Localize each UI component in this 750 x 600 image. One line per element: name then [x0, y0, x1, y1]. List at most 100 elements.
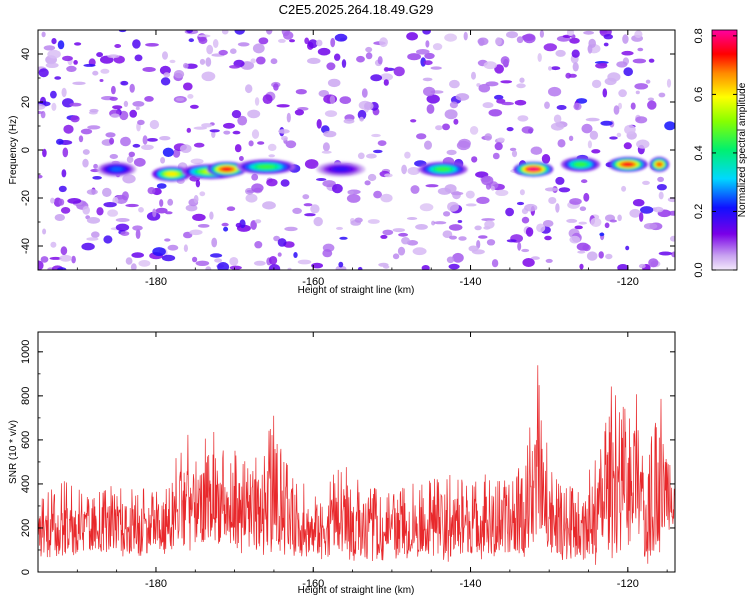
- noise-blob: [341, 59, 347, 68]
- noise-blob: [280, 179, 290, 187]
- noise-blob: [377, 140, 387, 147]
- noise-blob: [149, 119, 160, 130]
- noise-blob: [103, 202, 117, 208]
- noise-blob: [465, 190, 475, 199]
- noise-blob: [254, 241, 263, 249]
- snr-x-tick-label: -140: [460, 578, 482, 590]
- noise-blob: [302, 194, 310, 200]
- noise-blob: [634, 83, 649, 90]
- noise-blob: [234, 144, 242, 153]
- noise-blob: [295, 89, 307, 95]
- noise-blob: [92, 70, 99, 76]
- noise-blob: [278, 38, 286, 43]
- noise-blob: [304, 213, 316, 217]
- colorbar-tick-label: 0.0: [693, 262, 705, 277]
- noise-blob: [422, 30, 431, 35]
- noise-blob: [591, 79, 602, 89]
- noise-blob: [317, 47, 331, 56]
- noise-blob: [147, 187, 156, 195]
- noise-blob: [587, 44, 593, 54]
- noise-blob: [357, 266, 363, 270]
- signal-band-contour: [166, 172, 178, 176]
- noise-blob: [367, 219, 380, 224]
- noise-blob: [500, 80, 513, 84]
- noise-blob: [648, 258, 659, 268]
- noise-blob: [412, 247, 427, 256]
- noise-blob: [188, 38, 194, 43]
- noise-blob: [87, 125, 101, 130]
- noise-blob: [281, 136, 288, 141]
- noise-blob: [599, 232, 605, 237]
- noise-blob: [383, 265, 390, 269]
- noise-blob: [60, 207, 71, 214]
- noise-blob: [488, 109, 503, 117]
- noise-blob: [548, 197, 557, 204]
- noise-blob: [283, 31, 294, 40]
- noise-blob: [304, 159, 319, 169]
- snr-x-tick-label: -180: [145, 578, 167, 590]
- noise-blob: [308, 39, 318, 49]
- noise-blob: [419, 203, 434, 212]
- noise-blob: [125, 203, 139, 208]
- noise-blob: [322, 180, 336, 188]
- noise-blob: [430, 66, 442, 70]
- noise-blob: [51, 102, 57, 111]
- noise-blob: [568, 73, 577, 78]
- spectrogram-y-tick-label: -20: [20, 190, 32, 206]
- noise-blob: [142, 135, 148, 145]
- noise-blob: [198, 36, 208, 45]
- noise-blob: [339, 236, 348, 240]
- noise-blob: [91, 231, 100, 238]
- noise-blob: [517, 241, 522, 251]
- noise-blob: [354, 217, 363, 223]
- noise-blob: [455, 93, 470, 101]
- noise-blob: [160, 157, 166, 164]
- noise-blob: [269, 256, 278, 265]
- noise-blob: [365, 52, 373, 60]
- noise-blob: [205, 57, 212, 67]
- noise-blob: [401, 237, 410, 245]
- noise-blob: [63, 124, 74, 134]
- noise-blob: [293, 252, 298, 258]
- noise-blob: [483, 61, 497, 70]
- noise-blob: [476, 196, 490, 204]
- noise-blob: [449, 101, 458, 109]
- noise-blob: [229, 257, 239, 266]
- noise-blob: [542, 220, 554, 227]
- snr-y-tick-label: 400: [20, 475, 32, 493]
- noise-blob: [569, 198, 582, 205]
- noise-blob: [583, 30, 595, 35]
- noise-blob: [223, 226, 229, 232]
- noise-blob: [245, 193, 258, 203]
- noise-blob: [364, 101, 374, 111]
- noise-blob: [62, 147, 69, 158]
- noise-blob: [107, 209, 119, 217]
- noise-blob: [566, 218, 578, 223]
- noise-blob: [452, 252, 464, 263]
- noise-blob: [648, 58, 655, 63]
- noise-blob: [635, 90, 640, 95]
- noise-blob: [410, 185, 420, 194]
- snr-y-tick-label: 1000: [20, 340, 32, 364]
- noise-blob: [667, 210, 675, 216]
- noise-blob: [523, 33, 536, 44]
- noise-blob: [443, 211, 451, 217]
- noise-blob: [214, 258, 223, 263]
- noise-blob: [141, 144, 154, 150]
- noise-blob: [126, 155, 134, 164]
- spectrogram-x-tick-label: -120: [617, 276, 639, 288]
- noise-blob: [365, 46, 373, 53]
- noise-blob: [267, 143, 277, 151]
- noise-blob: [524, 203, 538, 212]
- noise-blob: [446, 149, 457, 156]
- noise-blob: [603, 42, 609, 47]
- noise-blob: [647, 100, 657, 110]
- noise-blob: [114, 44, 122, 48]
- noise-blob: [133, 157, 146, 167]
- noise-blob: [221, 222, 229, 227]
- snr-frame: [37, 331, 676, 573]
- noise-blob: [137, 119, 145, 126]
- noise-blob: [618, 89, 627, 98]
- noise-blob: [197, 34, 211, 38]
- spectrogram-x-axis-label: Height of straight line (km): [298, 285, 415, 296]
